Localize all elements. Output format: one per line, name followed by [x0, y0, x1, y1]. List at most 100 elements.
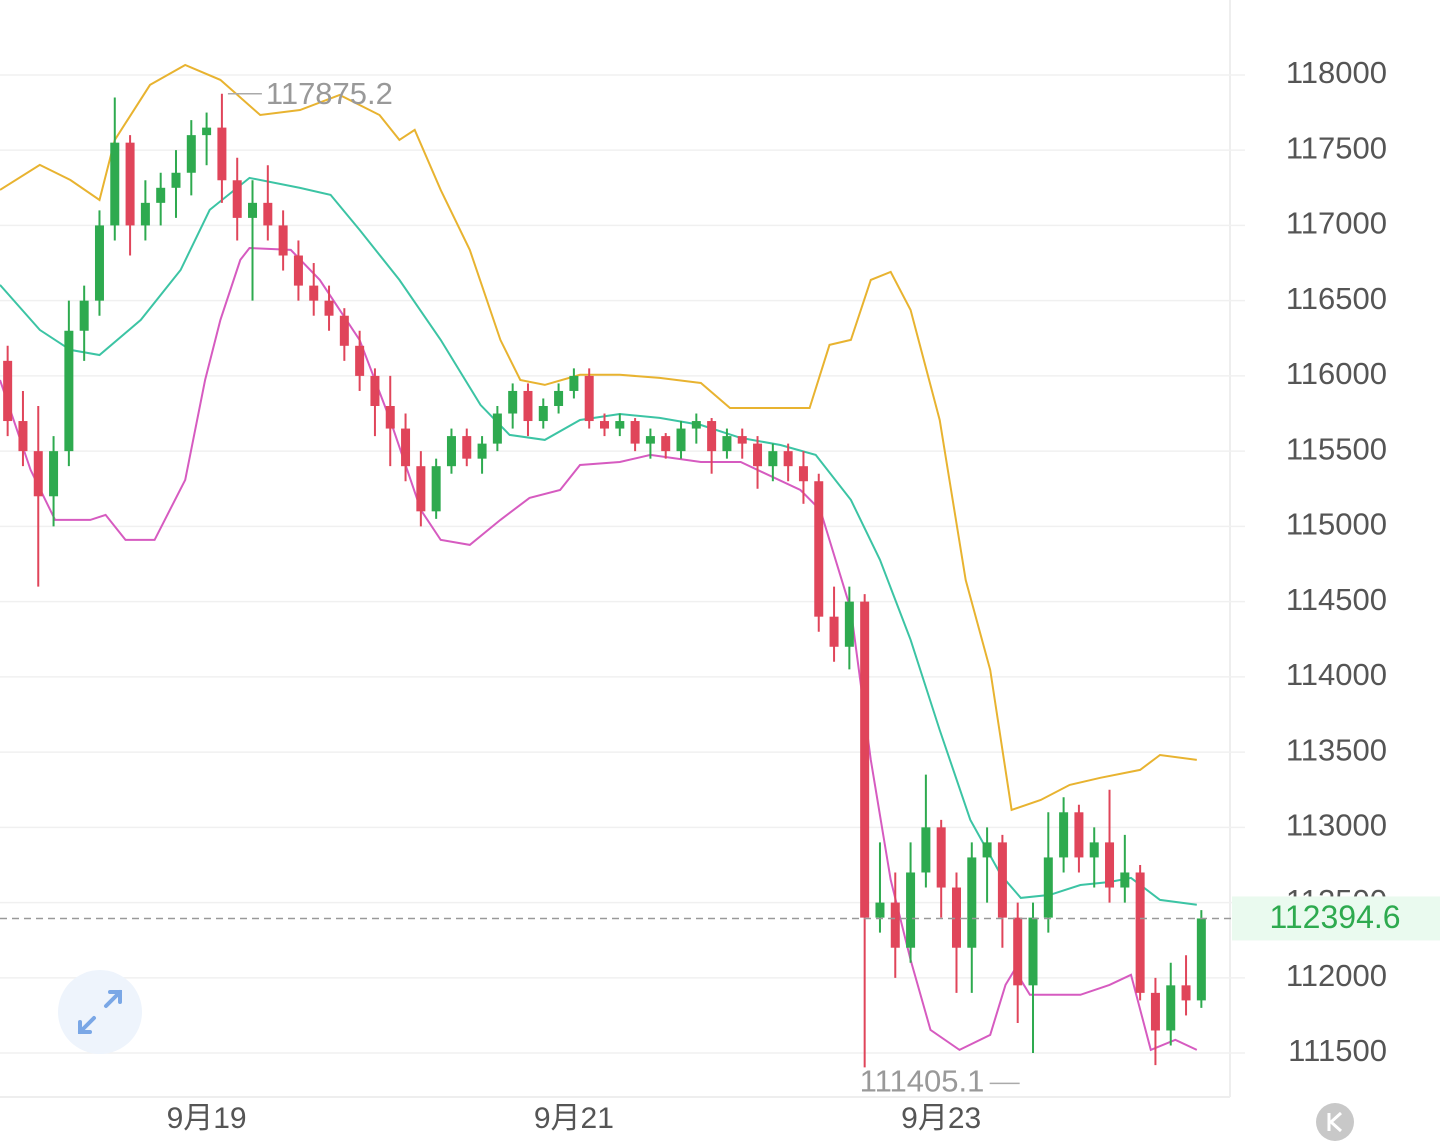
candle-body [293, 255, 303, 286]
kline-icon [1327, 1111, 1343, 1133]
y-tick-label: 114500 [1286, 582, 1387, 617]
candle-body [79, 300, 89, 331]
y-tick-label: 115500 [1286, 431, 1387, 466]
candle-body [446, 436, 456, 467]
candle-body [814, 481, 824, 617]
candle-body [339, 315, 349, 346]
candle-body [584, 375, 594, 422]
candle-body [477, 443, 487, 459]
candle-body [890, 902, 900, 948]
candle-body [1105, 842, 1115, 888]
candle-body [416, 466, 426, 512]
candle-body [1166, 985, 1176, 1031]
candle-body [1181, 985, 1191, 1001]
candle-body [707, 421, 717, 452]
y-tick-label: 118000 [1286, 55, 1387, 90]
candle-body [921, 827, 931, 873]
candle-body [1120, 872, 1130, 888]
y-tick-label: 117000 [1286, 206, 1387, 241]
candle-body [691, 421, 701, 429]
candle-body [1135, 872, 1145, 993]
y-tick-label: 113500 [1286, 732, 1387, 767]
candle-body [370, 375, 380, 406]
candle-body [140, 202, 150, 226]
candle-body [385, 405, 395, 429]
candle-body [906, 872, 916, 948]
candle-body [94, 225, 104, 301]
grid [0, 74, 1245, 1054]
candle-body [401, 428, 411, 467]
band-line [0, 176, 1197, 906]
expand-icon [78, 990, 122, 1034]
band-line [0, 246, 1198, 1052]
expand-button[interactable] [58, 970, 142, 1054]
candle-body [49, 451, 59, 497]
y-tick-label: 117500 [1286, 130, 1387, 165]
candle-body [248, 202, 258, 218]
candle-body [217, 127, 227, 181]
band-line [0, 63, 1197, 812]
y-tick-label: 111500 [1288, 1033, 1387, 1068]
candle-body [615, 421, 625, 429]
candle-body [875, 902, 885, 918]
y-tick-label: 114000 [1286, 657, 1387, 692]
bands [0, 63, 1198, 1052]
candle-body [798, 466, 808, 482]
y-tick-label: 115000 [1286, 507, 1387, 542]
candle-body [156, 187, 166, 203]
candle-body [18, 421, 28, 452]
candle-body [722, 436, 732, 452]
y-tick-label: 112000 [1286, 958, 1387, 993]
x-tick-label: 9月19 [167, 1102, 247, 1135]
candle-body [523, 390, 533, 422]
x-tick-label: 9月23 [901, 1102, 981, 1135]
candle-body [829, 616, 839, 647]
current-price-box [1232, 896, 1440, 941]
candle-body [538, 405, 548, 422]
candle-body [768, 451, 778, 467]
candle-body [1013, 917, 1023, 986]
candle-body [263, 202, 273, 226]
candle-body [171, 172, 181, 188]
low-annotation: 111405.1 [860, 1064, 985, 1099]
kline-button[interactable] [1316, 1103, 1354, 1141]
candle-body [1043, 857, 1053, 918]
candle-body [661, 436, 671, 452]
candle-body [783, 451, 793, 467]
candle-body [3, 360, 13, 422]
y-tick-label: 116000 [1286, 356, 1387, 391]
candle-body [630, 421, 640, 444]
candle-body [569, 375, 579, 391]
candle-body [324, 300, 334, 316]
candle-body [645, 436, 655, 444]
candle-body [737, 436, 747, 444]
candle-body [676, 428, 686, 452]
candles [3, 93, 1206, 1068]
candle-body [982, 842, 992, 858]
current-price-label: 112394.6 [1269, 899, 1400, 935]
candle-body [431, 466, 441, 512]
candle-body [33, 451, 43, 497]
candle-body [186, 135, 196, 173]
x-tick-label: 9月21 [534, 1102, 614, 1135]
labels: 1115001120001125001130001135001140001145… [0, 55, 1440, 1135]
candle-body [600, 421, 609, 429]
candle-body [951, 887, 961, 948]
candle-body [232, 180, 242, 218]
candle-body [860, 601, 870, 918]
candle-body [1074, 812, 1084, 858]
candle-body [462, 436, 472, 459]
candle-body [1150, 992, 1160, 1031]
candle-body [309, 285, 319, 301]
candle-body [554, 390, 564, 406]
candle-body [355, 345, 365, 376]
candle-body [492, 413, 502, 444]
candle-body [936, 827, 946, 888]
candle-body [110, 142, 120, 226]
candle-body [844, 601, 854, 647]
candle-body [1028, 917, 1038, 986]
candle-body [64, 330, 74, 452]
candle-body [967, 857, 977, 948]
candle-body [753, 443, 763, 467]
